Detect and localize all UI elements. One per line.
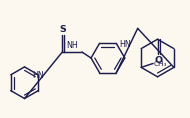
- Text: HN: HN: [119, 40, 131, 49]
- Text: S: S: [60, 25, 67, 34]
- Text: HN: HN: [32, 71, 44, 80]
- Text: NH: NH: [66, 41, 78, 50]
- Text: CH₃: CH₃: [154, 61, 168, 67]
- Text: O: O: [154, 56, 163, 65]
- Text: —: —: [153, 61, 154, 62]
